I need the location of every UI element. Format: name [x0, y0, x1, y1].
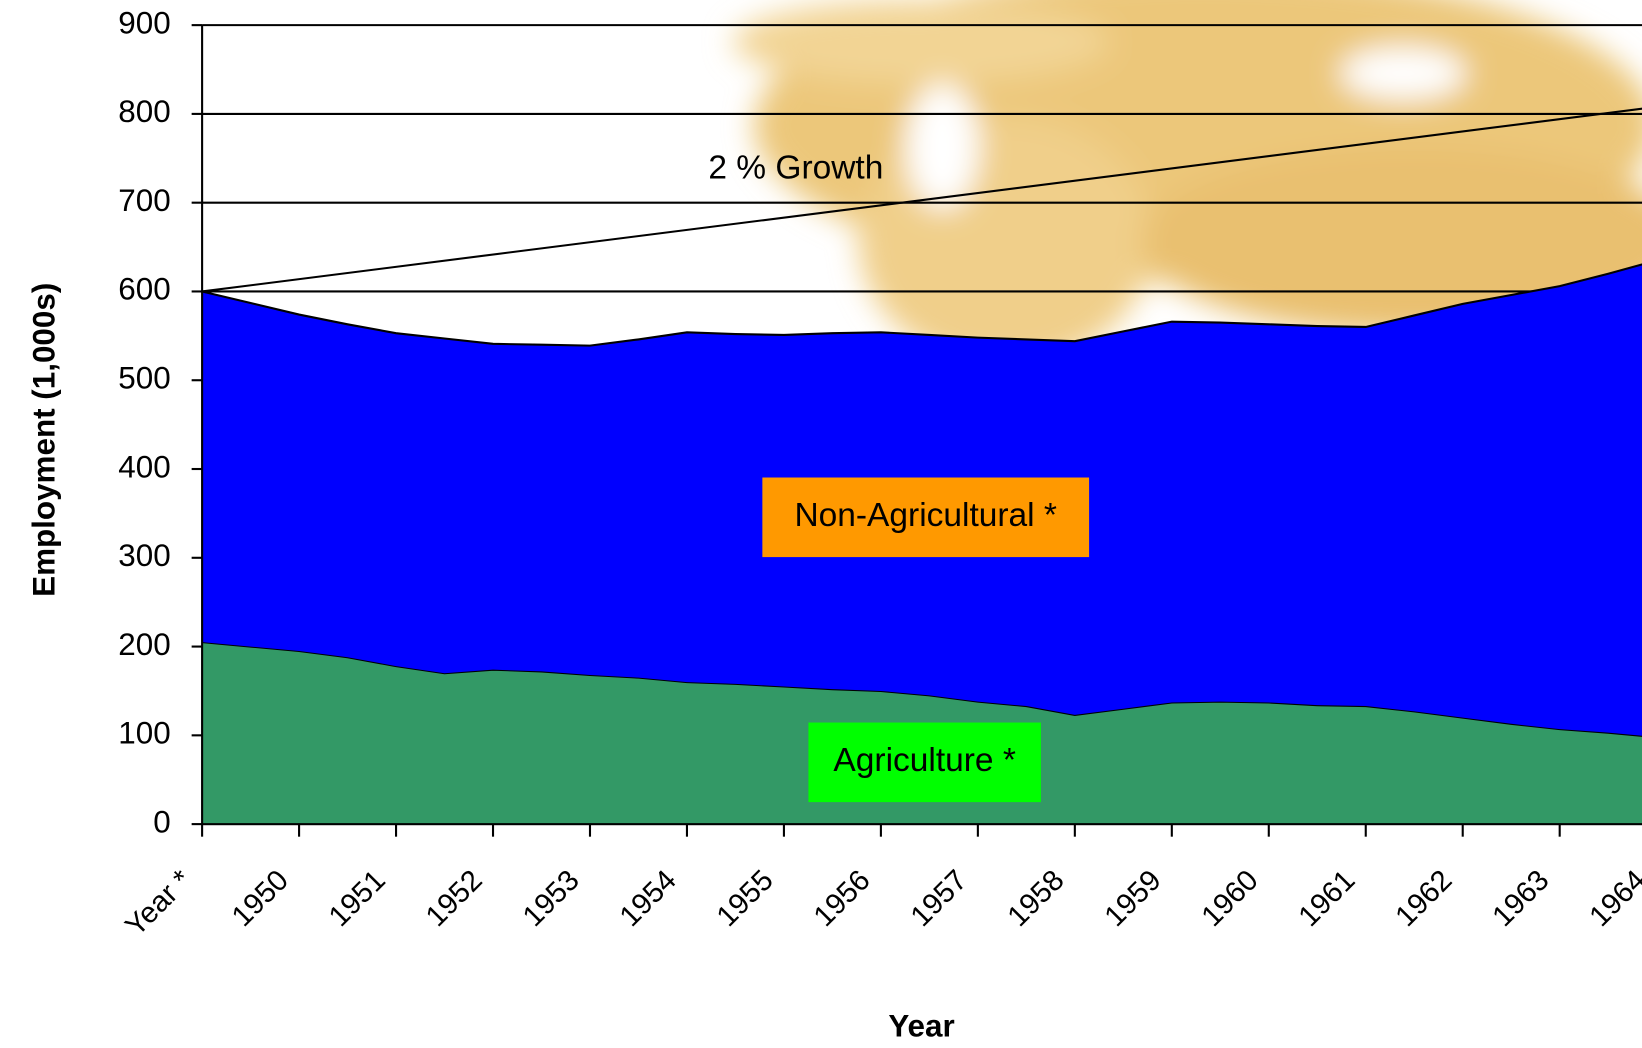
y-tick-label: 200: [118, 627, 170, 662]
series-label: Non-Agricultural *: [794, 497, 1057, 534]
x-tick-label: Year *: [119, 864, 198, 943]
y-tick-label: 0: [153, 804, 170, 839]
y-axis-title: Employment (1,000s): [26, 283, 61, 597]
chart: Year Employment (1,000s) 0 100 200 300 400 50…: [0, 0, 1642, 1048]
page: Year Employment (1,000s) 0 100 200 300 400 50…: [0, 0, 1642, 1048]
x-tick-label: 1958: [1001, 864, 1070, 933]
x-tick-label: 1953: [516, 864, 585, 933]
x-tick-label: 1951: [322, 864, 391, 933]
y-tick-label: 300: [118, 538, 170, 573]
y-tick-label: 100: [118, 716, 170, 751]
x-axis-title: Year: [888, 1009, 954, 1044]
x-tick-label: 1964: [1583, 864, 1642, 933]
y-tick-label: 700: [118, 183, 170, 218]
x-tick-label: 1962: [1389, 864, 1458, 933]
y-tick-label: 800: [118, 94, 170, 129]
x-tick-label: 1952: [419, 864, 488, 933]
x-tick-label: 1956: [807, 864, 876, 933]
x-tick-label: 1957: [904, 864, 973, 933]
y-tick-label: 400: [118, 449, 170, 484]
x-tick-label: 1963: [1486, 864, 1555, 933]
y-tick-label: 900: [118, 5, 170, 40]
x-tick-label: 1950: [225, 864, 294, 933]
x-tick-label: 1959: [1098, 864, 1167, 933]
y-tick-label: 600: [118, 272, 170, 307]
x-tick-label: 1955: [710, 864, 779, 933]
x-tick-label: 1954: [613, 864, 682, 933]
y-tick-label: 500: [118, 361, 170, 396]
growth-label: 2 % Growth: [708, 149, 883, 186]
series-label: Agriculture *: [833, 742, 1015, 779]
x-tick-label: 1961: [1292, 864, 1361, 933]
x-tick-label: 1960: [1195, 864, 1264, 933]
